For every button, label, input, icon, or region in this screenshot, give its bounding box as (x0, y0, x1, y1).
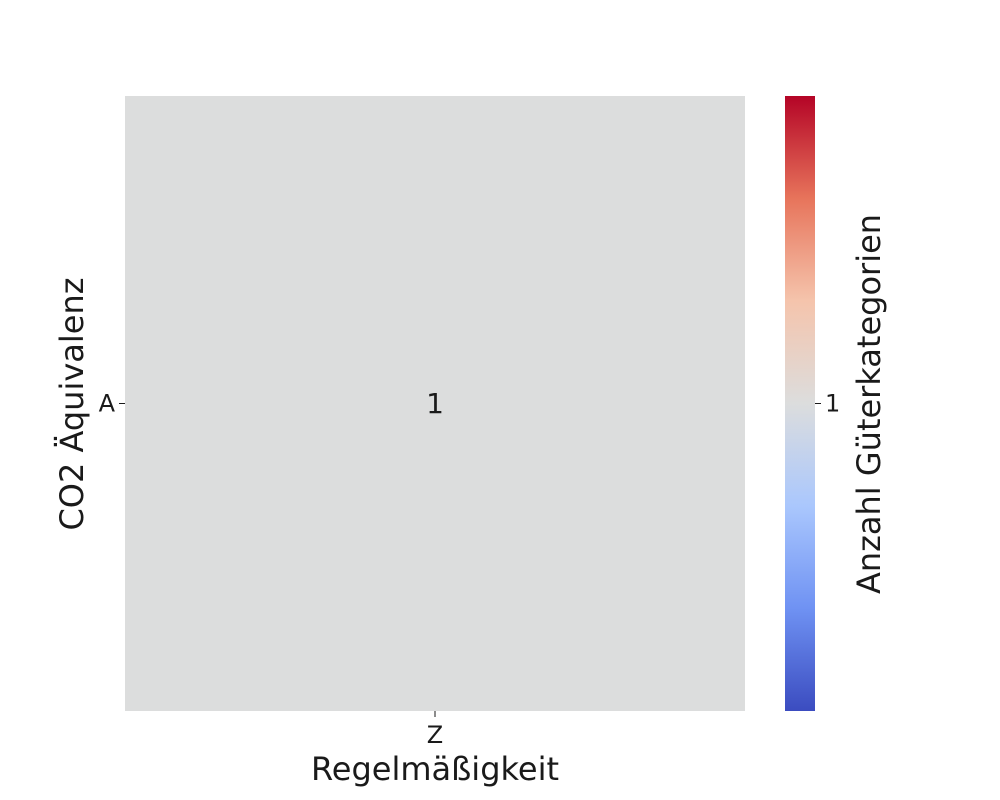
heatmap-cell (125, 96, 745, 711)
x-axis-ticks: Z (427, 711, 443, 749)
cell-value-label: 1 (426, 387, 444, 420)
colorbar-ticks: 1 (815, 390, 840, 418)
colorbar (785, 96, 815, 711)
heatmap-cells: 1 (125, 96, 745, 711)
x-tick-label: Z (427, 721, 443, 749)
y-axis-ticks: A (99, 390, 125, 418)
x-axis-label: Regelmäßigkeit (311, 750, 559, 788)
y-tick-label: A (99, 390, 116, 418)
colorbar-label: Anzahl Güterkategorien (850, 214, 888, 594)
y-axis-label: CO2 Äquivalenz (53, 277, 91, 530)
colorbar-tick-label: 1 (825, 390, 840, 418)
